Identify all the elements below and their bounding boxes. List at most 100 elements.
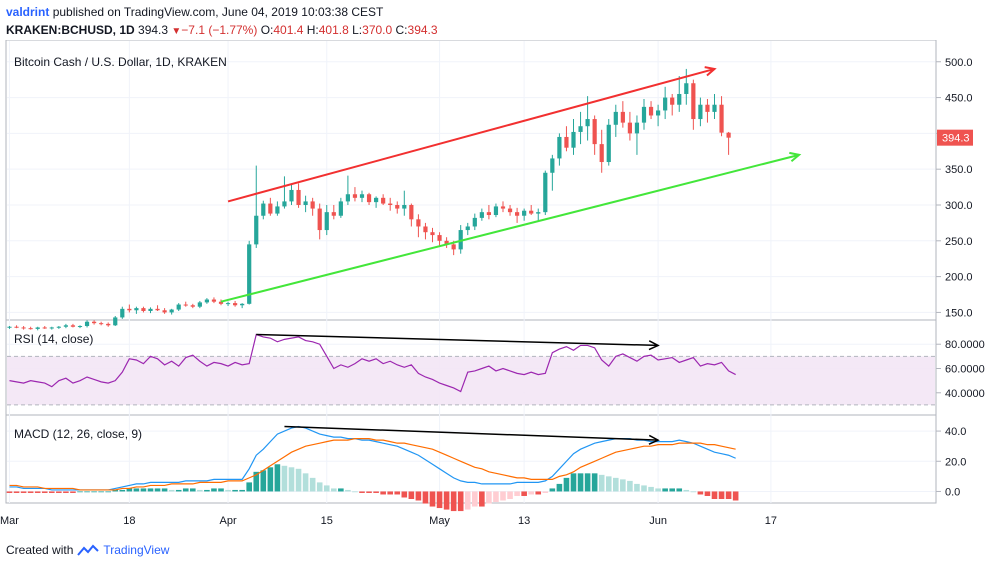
price-pane-title: Bitcoin Cash / U.S. Dollar, 1D, KRAKEN xyxy=(14,55,227,69)
signal-line xyxy=(9,438,736,491)
candle xyxy=(458,225,463,254)
candle xyxy=(374,196,379,208)
candle xyxy=(592,115,597,155)
macd-histogram-bar xyxy=(648,486,654,492)
y-tick-label: 60.0000 xyxy=(945,364,985,376)
candle-body xyxy=(331,212,336,216)
macd-histogram-bar xyxy=(112,489,119,492)
candle xyxy=(289,183,294,205)
candle-body xyxy=(113,317,118,326)
rsi-pane[interactable] xyxy=(7,333,935,406)
candle xyxy=(240,303,245,309)
candle-body xyxy=(218,301,224,304)
macd-histogram-bar xyxy=(380,491,386,495)
candle-body xyxy=(663,97,668,111)
candle-body xyxy=(197,302,202,307)
macd-histogram-bar xyxy=(91,491,97,493)
tradingview-brand[interactable]: TradingView xyxy=(103,543,170,557)
macd-histogram-bar xyxy=(140,488,147,492)
y-tick-label: 0.0 xyxy=(945,486,960,498)
macd-histogram-bar xyxy=(211,488,217,492)
macd-pane-title: MACD (12, 26, close, 9) xyxy=(14,427,142,441)
candle xyxy=(691,79,696,130)
rsi-line xyxy=(9,333,736,393)
author-name[interactable]: valdrint xyxy=(6,5,50,19)
candle xyxy=(409,203,414,227)
macd-histogram-bar xyxy=(620,479,626,492)
macd-histogram-bar xyxy=(253,471,260,492)
candle-body xyxy=(190,305,195,307)
candle xyxy=(444,237,449,248)
candle-body xyxy=(204,299,209,303)
candle xyxy=(578,111,583,145)
candle xyxy=(56,326,61,329)
candle-body xyxy=(345,194,350,202)
candle xyxy=(176,303,181,311)
macd-histogram-bar xyxy=(154,488,161,492)
candle-body xyxy=(606,124,611,163)
candle-body xyxy=(176,304,181,310)
macd-histogram-bar xyxy=(63,491,69,493)
candle-body xyxy=(63,325,68,327)
price-axis[interactable]: 150.0200.0250.0300.0350.0400.0450.0500.0… xyxy=(936,57,985,499)
candle-body xyxy=(268,203,273,214)
candle xyxy=(42,326,47,329)
candle-body xyxy=(522,210,527,216)
macd-histogram-bar xyxy=(323,485,330,492)
chart-area[interactable]: 150.0200.0250.0300.0350.0400.0450.0500.0… xyxy=(0,40,999,537)
candle-body xyxy=(472,217,477,227)
x-tick-label: Apr xyxy=(219,515,236,527)
macd-histogram-bar xyxy=(598,474,605,492)
created-with-text: Created with xyxy=(6,543,74,557)
candle xyxy=(416,214,421,238)
x-tick-label: Jun xyxy=(649,515,667,527)
macd-histogram-bar xyxy=(232,489,238,492)
candle xyxy=(204,298,209,304)
price-pane[interactable] xyxy=(7,66,802,331)
macd-divergence-trendline xyxy=(284,425,659,441)
candle-body xyxy=(317,208,322,231)
price-change: −7.1 (−1.77%) xyxy=(181,23,258,37)
macd-histogram-bar xyxy=(352,491,358,493)
candle-body xyxy=(141,308,146,311)
y-tick-label: 450.0 xyxy=(945,93,973,105)
candle xyxy=(35,326,40,331)
symbol-name: KRAKEN:BCHUSD, 1D xyxy=(6,23,135,37)
candle xyxy=(49,326,54,330)
macd-histogram-bar xyxy=(542,491,549,493)
candle-body xyxy=(599,144,604,163)
publish-info: valdrint published on TradingView.com, J… xyxy=(6,5,383,19)
macd-histogram-bar xyxy=(274,464,281,492)
macd-histogram-bar xyxy=(464,491,471,510)
macd-histogram-bar xyxy=(669,488,675,492)
candle xyxy=(395,201,400,214)
publish-text: published on TradingView.com, June 04, 2… xyxy=(52,5,384,19)
candle xyxy=(670,93,675,116)
candle xyxy=(70,323,76,328)
macd-histogram-bar xyxy=(267,467,274,492)
candle-body xyxy=(712,104,717,112)
rsi-divergence-trendline xyxy=(256,333,659,347)
macd-histogram-bar xyxy=(260,470,267,492)
candle-body xyxy=(381,197,386,204)
candle xyxy=(366,192,372,205)
macd-histogram-bar xyxy=(281,465,288,492)
macd-histogram-bar xyxy=(84,491,90,493)
macd-histogram-bar xyxy=(500,491,506,501)
candle xyxy=(437,232,442,247)
last-price: 394.3 xyxy=(138,23,169,37)
candle-body xyxy=(169,309,174,313)
candle-body xyxy=(92,321,97,324)
macd-histogram-bar xyxy=(338,488,344,492)
macd-pane[interactable] xyxy=(6,425,739,512)
macd-histogram-bar xyxy=(662,488,668,492)
macd-histogram-bar xyxy=(161,488,168,492)
candle xyxy=(719,96,724,137)
candle xyxy=(536,208,541,221)
y-tick-label: 150.0 xyxy=(945,307,973,319)
candle xyxy=(127,304,132,313)
y-tick-label: 20.0 xyxy=(945,456,966,468)
candle xyxy=(268,197,273,216)
macd-histogram-bar xyxy=(613,477,619,492)
time-axis[interactable]: Mar 18 Apr 15 May 13 Jun 17 xyxy=(0,515,777,527)
